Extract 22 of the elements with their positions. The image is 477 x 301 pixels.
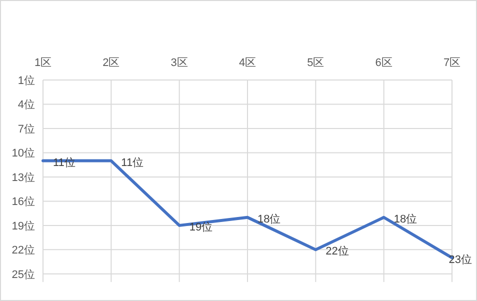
y-tick-label: 4位 (18, 99, 35, 112)
data-label: 18位 (258, 213, 281, 226)
data-label: 18位 (394, 213, 418, 226)
x-tick-label: 1区 (34, 57, 52, 69)
y-tick-label: 19位 (12, 220, 35, 232)
data-label: 11位 (121, 156, 144, 169)
y-tick-label: 7位 (18, 123, 35, 136)
y-tick-label: 16位 (12, 196, 35, 208)
data-label: 23位 (448, 254, 472, 266)
data-label: 22位 (326, 246, 349, 258)
y-tick-label: 22位 (12, 244, 35, 257)
x-tick-label: 2区 (102, 57, 120, 69)
x-tick-label: 3区 (170, 57, 188, 69)
x-tick-label: 7区 (443, 57, 461, 69)
y-tick-label: 10位 (12, 148, 35, 160)
y-tick-label: 1位 (18, 75, 35, 87)
x-tick-label: 6区 (375, 57, 392, 69)
y-tick-label: 25位 (12, 268, 35, 281)
data-label: 19位 (189, 221, 213, 234)
y-tick-label: 13位 (12, 172, 35, 184)
x-tick-label: 5区 (307, 57, 324, 69)
x-tick-label: 4区 (238, 57, 256, 69)
